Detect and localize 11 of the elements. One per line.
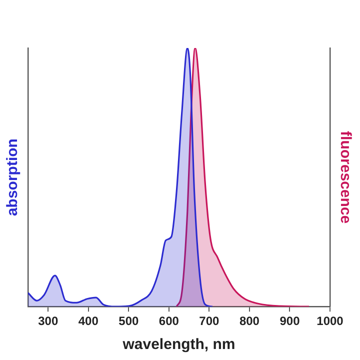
x-tick-label: 1000 <box>316 314 344 328</box>
x-tick-label: 300 <box>38 314 58 328</box>
x-tick-label: 500 <box>118 314 139 328</box>
x-tick-label: 600 <box>158 314 180 328</box>
x-axis-title: wavelength, nm <box>122 336 236 354</box>
y-axis-title: absorption <box>4 138 22 216</box>
y2-axis-title: fluorescence <box>336 131 354 224</box>
x-tick-label: 900 <box>280 314 300 328</box>
x-tick-label: 700 <box>199 314 220 328</box>
x-tick-label: 400 <box>78 314 99 328</box>
x-tick-label: 800 <box>239 314 260 328</box>
